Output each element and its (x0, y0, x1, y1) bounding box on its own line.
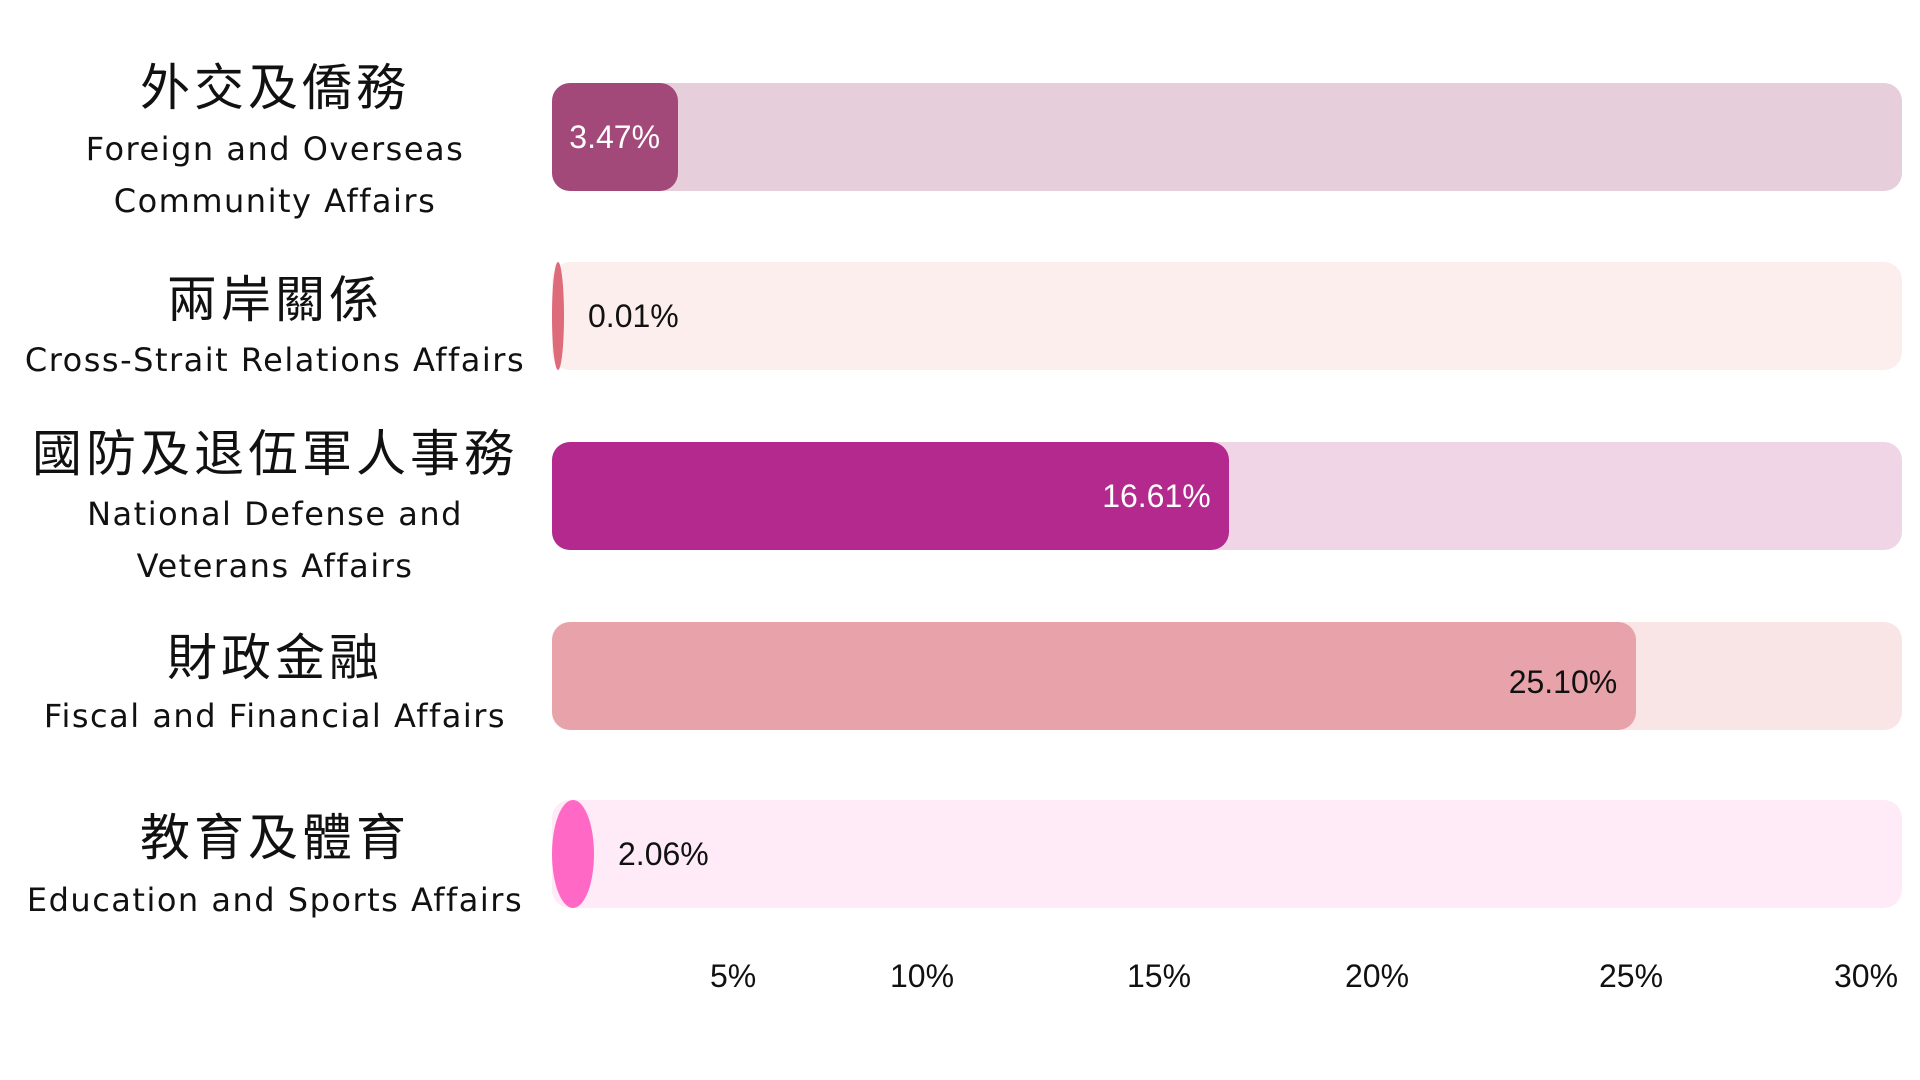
category-label-zh: 教育及體育 (140, 809, 410, 867)
bar-value-label: 2.06% (618, 836, 709, 872)
category-label-en: Foreign and Overseas Community Affairs (85, 130, 465, 220)
category-label-zh: 外交及僑務 (140, 59, 410, 117)
bar-track (552, 800, 1902, 908)
bar-fill (552, 800, 594, 908)
bar-value-label: 3.47% (569, 119, 661, 155)
category-label-zh: 國防及退伍軍人事務 (32, 425, 518, 483)
x-tick-label: 25% (1599, 958, 1664, 994)
x-tick-label: 30% (1834, 958, 1899, 994)
bar-track (552, 262, 1902, 370)
bar-fill (552, 262, 564, 370)
category-label-zh: 財政金融 (167, 629, 383, 687)
x-tick-label: 5% (710, 958, 757, 994)
x-tick-label: 15% (1127, 958, 1192, 994)
category-label-en: National Defense and Veterans Affairs (87, 495, 463, 585)
bar-fill (552, 442, 1230, 550)
category-label-en: Fiscal and Financial Affairs (43, 697, 507, 735)
bar-value-label: 25.10% (1508, 664, 1618, 700)
x-tick-label: 20% (1345, 958, 1410, 994)
bar-fill (552, 622, 1636, 730)
bar-value-label: 0.01% (588, 298, 679, 334)
x-tick-label: 10% (890, 958, 955, 994)
bar-fill (552, 83, 678, 191)
category-label-zh: 兩岸關係 (167, 271, 383, 329)
category-label-en: Cross-Strait Relations Affairs (24, 341, 526, 379)
bar-track (552, 83, 1902, 191)
bar-value-label: 16.61% (1102, 478, 1211, 514)
category-label-en: Education and Sports Affairs (26, 881, 524, 919)
